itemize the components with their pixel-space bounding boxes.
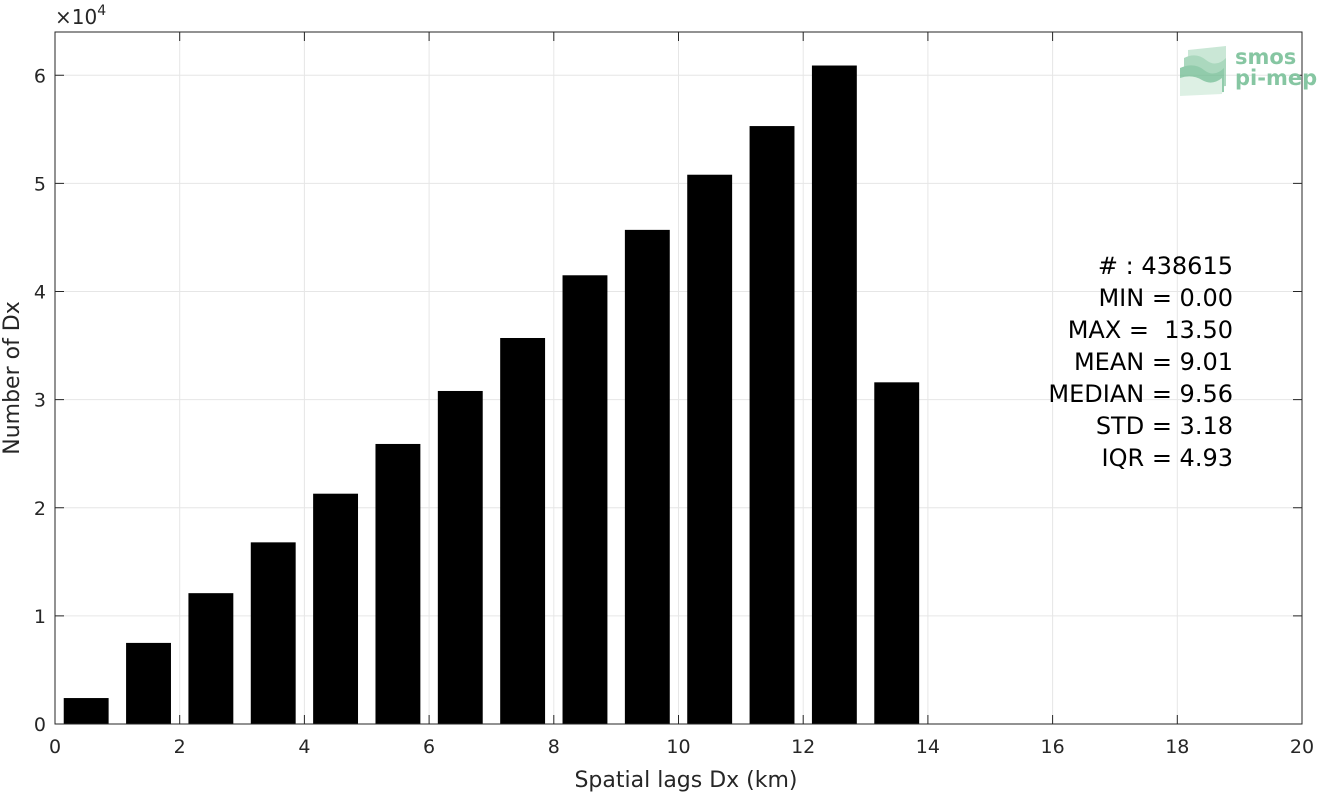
histogram-bar [562, 275, 608, 724]
y-tick-label: 5 [34, 173, 46, 195]
histogram-bar [437, 390, 483, 724]
logo-text-line1: smos [1235, 45, 1296, 69]
stats-line: MIN = 0.00 [1098, 284, 1233, 312]
histogram-bar [500, 337, 546, 724]
stats-line: MAX = 13.50 [1068, 316, 1233, 344]
x-tick-label: 8 [548, 736, 560, 758]
logo-waves-icon [1180, 46, 1226, 96]
histogram-bar [687, 174, 733, 725]
histogram-bar [250, 542, 296, 724]
grid [54, 32, 1303, 725]
x-tick-label: 12 [791, 736, 815, 758]
stats-line: STD = 3.18 [1096, 412, 1233, 440]
x-tick-label: 10 [666, 736, 690, 758]
stats-annotation: # : 438615 MIN = 0.00 MAX = 13.50 MEAN = 9.… [1048, 252, 1233, 472]
x-tick-label: 6 [423, 736, 435, 758]
stats-line: # : 438615 [1098, 252, 1233, 280]
x-axis-label: Spatial lags Dx (km) [574, 768, 797, 793]
x-tick-label: 2 [174, 736, 186, 758]
stats-line: MEDIAN = 9.56 [1048, 380, 1233, 408]
y-tick-label: 2 [34, 498, 46, 520]
y-tick-label: 0 [34, 714, 46, 736]
histogram-bar [624, 229, 670, 724]
bars [63, 65, 920, 725]
histogram-bar [126, 642, 171, 724]
x-tick-label: 16 [1041, 736, 1065, 758]
x-tick-label: 20 [1290, 736, 1314, 758]
x-tick-label: 18 [1165, 736, 1189, 758]
histogram-bar [313, 493, 359, 724]
y-axis-ticks: 0 1 2 3 4 5 6 [34, 65, 1302, 736]
smos-pi-mep-logo: smos pi-mep [1180, 45, 1317, 96]
y-tick-label: 1 [34, 606, 46, 628]
x-axis-ticks: 0 2 4 6 8 10 12 14 16 18 20 [49, 32, 1314, 758]
y-axis-label: Number of Dx [0, 301, 25, 455]
histogram-bar [188, 593, 234, 724]
y-axis-exponent: ×104 [55, 3, 106, 29]
histogram-bar [874, 382, 920, 724]
stats-line: IQR = 4.93 [1102, 444, 1233, 472]
histogram-bar [63, 698, 109, 724]
x-tick-label: 4 [298, 736, 310, 758]
y-tick-label: 4 [34, 282, 46, 304]
stats-line: MEAN = 9.01 [1074, 348, 1233, 376]
logo-text-line2: pi-mep [1235, 66, 1317, 90]
x-tick-label: 14 [916, 736, 940, 758]
histogram-bar [375, 443, 421, 724]
histogram-bar [749, 126, 795, 725]
x-tick-label: 0 [49, 736, 61, 758]
histogram-bar [811, 65, 857, 725]
y-tick-label: 3 [34, 390, 46, 412]
y-tick-label: 6 [34, 65, 46, 87]
